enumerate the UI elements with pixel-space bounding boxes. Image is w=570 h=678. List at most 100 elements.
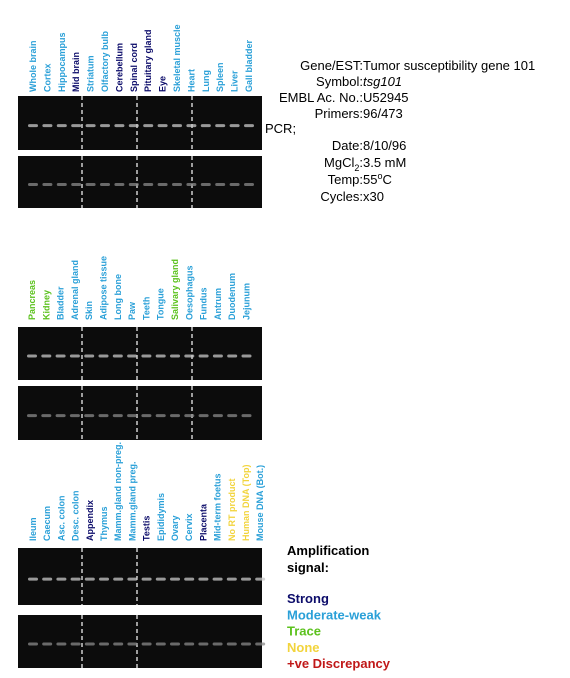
gel-band — [113, 577, 124, 581]
gel-band — [212, 577, 223, 581]
lane-label: Spleen — [215, 62, 225, 92]
gel-panel: Whole brain Cortex Hippocampus Mid brain Str… — [18, 24, 262, 208]
gel-band — [255, 642, 266, 646]
gel-band — [170, 354, 180, 358]
gel-band — [215, 183, 226, 187]
lane-label: Whole brain — [28, 41, 38, 93]
legend-title: signal: — [287, 560, 329, 575]
gel-band — [114, 183, 125, 187]
gel-band — [141, 642, 152, 646]
gel-band — [42, 183, 53, 187]
lane-label: Eye — [158, 76, 168, 92]
lane-label: Adrenal gland — [70, 260, 80, 320]
gel-band — [184, 577, 195, 581]
gel-band — [71, 183, 82, 187]
info-label-part: : — [359, 155, 363, 170]
lane-label: Desc. colon — [71, 490, 81, 541]
gel-band — [212, 354, 223, 358]
gel-band — [186, 183, 197, 187]
legend-item: Strong — [287, 591, 329, 606]
info-value: 96/473 — [363, 106, 403, 121]
lane-label: Pituitary gland — [143, 29, 153, 92]
gel-band — [212, 642, 223, 646]
gel-band — [200, 183, 211, 187]
gel-band — [186, 124, 197, 128]
gel-band — [56, 124, 67, 128]
gel-band — [200, 124, 211, 128]
lane-label: Testis — [142, 516, 152, 541]
lane-label: Skin — [84, 301, 94, 320]
gel-band — [69, 354, 80, 358]
gel-band — [114, 124, 125, 128]
gel-band — [172, 124, 182, 128]
lane-label: Salivary gland — [170, 259, 180, 320]
gel-band — [141, 354, 152, 358]
lane-label: Hippocampus — [57, 32, 67, 92]
gel-image — [18, 96, 262, 150]
gel-panel: Ileum Caecum Asc. colon Desc. colon Appendix… — [18, 442, 266, 668]
lane-label: Olfactory bulb — [100, 30, 110, 92]
gel-band — [157, 124, 168, 128]
lane-label: Human DNA (Top) — [241, 465, 251, 542]
gel-band — [27, 354, 37, 358]
gel-band — [227, 354, 238, 358]
legend: Amplification signal: StrongModerate-wea… — [287, 543, 391, 671]
gel-band — [99, 642, 109, 646]
gel-band — [28, 183, 38, 187]
info-value: Tumor susceptibility gene 101 — [363, 58, 535, 73]
lane-label: Skeletal muscle — [172, 24, 182, 92]
legend-title: Amplification — [287, 543, 369, 558]
gel-image — [18, 386, 262, 440]
lane-label: Liver — [230, 70, 240, 92]
gel-band — [70, 577, 81, 581]
info-label: Primers: — [315, 106, 363, 121]
gel-band — [112, 414, 123, 418]
lane-label: Appendix — [85, 500, 95, 541]
lane-label: Bladder — [56, 286, 66, 320]
gel-band — [241, 414, 252, 418]
lane-label: Mid-term foetus — [213, 474, 223, 542]
lane-label: Fundus — [199, 288, 209, 321]
gel-band — [27, 414, 37, 418]
info-value: U52945 — [363, 90, 409, 105]
gel-band — [127, 642, 138, 646]
gel-band — [198, 577, 209, 581]
lane-label: Ileum — [28, 517, 38, 541]
lane-label: Mouse DNA (Bot.) — [255, 465, 265, 541]
info-label-part: MgCl — [324, 155, 354, 170]
info-value: 8/10/96 — [363, 138, 406, 153]
gel-band — [198, 642, 209, 646]
lane-label: Antrum — [213, 288, 223, 320]
gel-band — [56, 642, 67, 646]
gel-band — [255, 577, 266, 581]
gel-band — [155, 414, 166, 418]
info-label: MgCl2: — [324, 155, 363, 173]
legend-item: Moderate-weak — [287, 607, 382, 622]
gel-band — [172, 183, 182, 187]
gel-band — [170, 642, 180, 646]
lane-label: Ovary — [170, 515, 180, 541]
lane-label: Epididymis — [156, 493, 166, 541]
lane-label: Mamm.gland non-preg. — [113, 442, 123, 541]
legend-item: Trace — [287, 624, 321, 639]
lane-label: Adipose tissue — [99, 256, 109, 320]
lane-label: Mamm.gland preg. — [127, 461, 137, 541]
gel-band — [143, 124, 154, 128]
gel-band — [100, 124, 110, 128]
gel-band — [143, 183, 154, 187]
gel-band — [241, 642, 251, 646]
gel-band — [84, 577, 95, 581]
gel-band — [227, 414, 238, 418]
gel-image — [18, 548, 262, 605]
gel-band — [98, 354, 109, 358]
gel-band — [127, 354, 138, 358]
info-label: Temp: — [328, 172, 363, 187]
lane-label: Teeth — [141, 297, 151, 320]
lane-label: Asc. colon — [56, 495, 66, 541]
info-label: Date: — [332, 138, 363, 153]
gel-band — [42, 124, 53, 128]
lane-label: Cortex — [42, 63, 52, 92]
gel-band — [70, 642, 81, 646]
gel-band — [155, 642, 166, 646]
